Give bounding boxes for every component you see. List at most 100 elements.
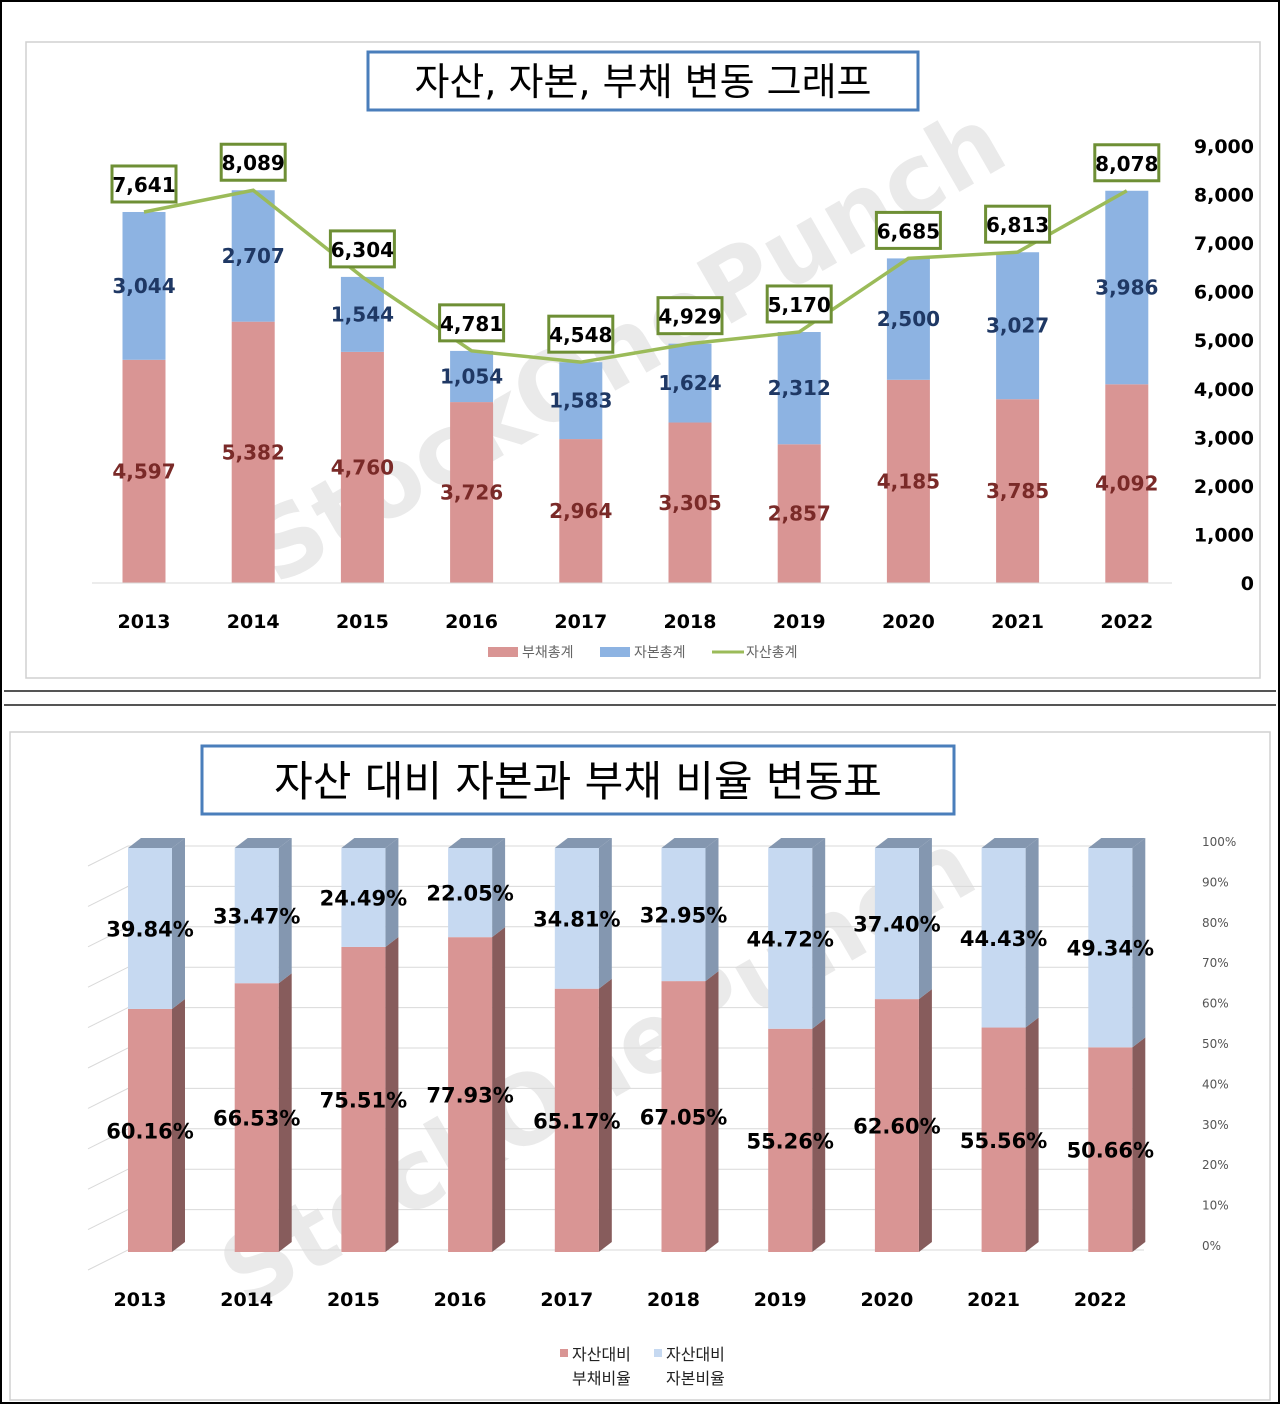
debt-value-label: 5,382 xyxy=(222,440,285,464)
debt-value-label: 4,597 xyxy=(112,459,175,483)
chart1-y-tick-label: 5,000 xyxy=(1194,330,1254,352)
chart1-x-tick-label: 2016 xyxy=(445,611,498,633)
chart2-legend-swatch xyxy=(654,1349,662,1357)
chart2-plot-frame xyxy=(9,731,1271,1401)
chart1-x-tick-label: 2020 xyxy=(882,611,935,633)
chart2-y-tick-label: 0% xyxy=(1202,1239,1221,1253)
total-assets-label-box xyxy=(219,142,287,182)
chart2-x-tick-label: 2018 xyxy=(647,1289,700,1311)
chart2-x-tick-label: 2019 xyxy=(754,1289,807,1311)
debt-bar-side-2014 xyxy=(278,973,292,1252)
chart2-y-tick-label: 40% xyxy=(1202,1077,1229,1091)
total-assets-label-box xyxy=(984,204,1052,244)
chart2-legend-label-line1: 자산대비 xyxy=(666,1345,725,1364)
total-assets-value-label: 8,078 xyxy=(1095,152,1158,176)
equity-bar-2016 xyxy=(450,350,494,403)
chart2-x-tick-label: 2013 xyxy=(114,1289,167,1311)
equity-bar-2019 xyxy=(777,332,821,445)
total-assets-value-label: 4,929 xyxy=(658,305,721,329)
equity-value-label: 2,707 xyxy=(222,244,285,268)
debt-bar-side-2018 xyxy=(705,971,719,1252)
debt-ratio-label: 55.26% xyxy=(746,1129,833,1153)
equity-ratio-label: 44.72% xyxy=(746,927,833,951)
equity-ratio-label: 49.34% xyxy=(1067,937,1154,961)
debt-value-label: 4,760 xyxy=(331,455,394,479)
equity-bar-2014 xyxy=(231,190,275,322)
bar-top-2016 xyxy=(448,838,506,848)
equity-value-label: 1,624 xyxy=(658,371,721,395)
chart1-x-tick-label: 2019 xyxy=(773,611,826,633)
debt-ratio-label: 77.93% xyxy=(426,1084,513,1108)
equity-ratio-bar-2017 xyxy=(554,848,599,989)
equity-value-label: 3,044 xyxy=(112,274,175,298)
chart1-title: 자산, 자본, 부채 변동 그래프 xyxy=(414,60,871,104)
chart2-x-tick-label: 2015 xyxy=(327,1289,380,1311)
chart1-legend-label: 자산총계 xyxy=(746,645,798,661)
total-assets-label-box xyxy=(1093,143,1161,183)
debt-value-label: 3,726 xyxy=(440,481,503,505)
debt-bar-side-2013 xyxy=(172,998,185,1252)
debt-ratio-label: 62.60% xyxy=(853,1115,940,1139)
equity-bar-side-2020 xyxy=(918,838,932,1000)
chart1-y-tick-label: 4,000 xyxy=(1194,379,1254,401)
debt-bar-2013 xyxy=(122,359,166,583)
debt-ratio-bar-2021 xyxy=(981,1027,1026,1252)
chart1-legend-label: 부채총계 xyxy=(522,645,574,661)
debt-bar-2014 xyxy=(231,321,275,583)
bar-top-2021 xyxy=(981,838,1039,848)
equity-ratio-label: 22.05% xyxy=(426,882,513,906)
debt-value-label: 4,092 xyxy=(1095,472,1158,496)
equity-bar-side-2019 xyxy=(812,838,826,1029)
debt-ratio-bar-2019 xyxy=(768,1028,813,1252)
bar-top-2019 xyxy=(768,838,826,848)
equity-ratio-label: 34.81% xyxy=(533,907,620,931)
equity-ratio-bar-2018 xyxy=(661,848,706,982)
chart1-y-tick-label: 3,000 xyxy=(1194,427,1254,449)
debt-ratio-bar-2013 xyxy=(128,1008,172,1252)
equity-bar-side-2016 xyxy=(492,838,506,938)
bar-top-2014 xyxy=(234,838,292,848)
debt-bar-side-2019 xyxy=(812,1018,826,1252)
chart2-legend-label-line1: 자산대비 xyxy=(572,1345,631,1364)
debt-value-label: 3,305 xyxy=(658,491,721,515)
chart2-y-tick-label: 100% xyxy=(1202,835,1236,849)
chart1-y-tick-label: 9,000 xyxy=(1194,136,1254,158)
equity-bar-2018 xyxy=(668,343,712,423)
total-assets-line xyxy=(143,188,1128,364)
equity-bar-2020 xyxy=(886,258,930,380)
chart2-y-tick-label: 10% xyxy=(1202,1199,1229,1213)
equity-bar-side-2021 xyxy=(1025,838,1039,1028)
debt-bar-side-2016 xyxy=(492,927,506,1252)
total-assets-label-box xyxy=(328,229,396,269)
total-assets-label-box xyxy=(874,210,942,250)
ratio-chart-panel: 자산 대비 자본과 부채 비율 변동표 StockOnePunch 60.16%… xyxy=(4,704,1276,1406)
debt-ratio-bar-2016 xyxy=(448,937,493,1252)
chart2-legend-label-line2: 부채비율 xyxy=(572,1369,631,1388)
debt-bar-2019 xyxy=(777,444,821,583)
equity-bar-2013 xyxy=(122,211,166,360)
chart1-legend-swatch xyxy=(488,647,518,657)
assets-equity-liabilities-chart-panel: 자산, 자본, 부채 변동 그래프 StockOnePunch 4,597 3,0… xyxy=(4,4,1276,692)
total-assets-value-label: 6,813 xyxy=(986,213,1049,237)
bar-top-2020 xyxy=(874,838,932,848)
debt-ratio-bar-2014 xyxy=(234,983,279,1252)
total-assets-label-box xyxy=(438,303,506,343)
total-assets-label-box xyxy=(110,164,178,204)
chart2-y-tick-label: 80% xyxy=(1202,916,1229,930)
debt-ratio-label: 67.05% xyxy=(640,1106,727,1130)
debt-ratio-label: 50.66% xyxy=(1067,1139,1154,1163)
equity-ratio-bar-2013 xyxy=(128,848,172,1009)
debt-ratio-bar-2018 xyxy=(661,981,706,1252)
debt-value-label: 2,857 xyxy=(768,502,831,526)
debt-value-label: 4,185 xyxy=(877,469,940,493)
chart1-y-tick-label: 8,000 xyxy=(1194,185,1254,207)
total-assets-value-label: 4,548 xyxy=(549,323,612,347)
debt-ratio-label: 60.16% xyxy=(106,1119,193,1143)
debt-bar-2022 xyxy=(1105,384,1149,583)
equity-bar-side-2013 xyxy=(172,838,185,1009)
equity-ratio-bar-2020 xyxy=(874,848,919,1000)
equity-bar-2021 xyxy=(996,252,1040,400)
equity-ratio-label: 24.49% xyxy=(320,886,407,910)
debt-ratio-bar-2022 xyxy=(1088,1047,1133,1252)
chart1-y-tick-label: 1,000 xyxy=(1194,524,1254,546)
